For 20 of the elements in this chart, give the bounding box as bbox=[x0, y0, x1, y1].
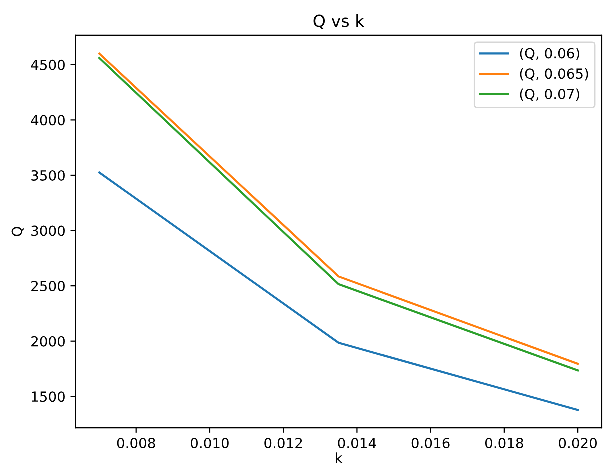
x-tick-label: 0.018 bbox=[485, 438, 524, 449]
x-tick-label: 0.014 bbox=[338, 438, 376, 449]
y-tick-label: 3000 bbox=[32, 226, 65, 236]
x-axis-title: k bbox=[336, 452, 343, 464]
chart-title: Q vs k bbox=[314, 14, 365, 30]
legend-label: (Q, 0.07) bbox=[520, 88, 580, 102]
x-tick-label: 0.020 bbox=[559, 438, 598, 449]
x-tick-label: 0.010 bbox=[191, 438, 229, 449]
legend-label: (Q, 0.06) bbox=[520, 48, 580, 60]
y-tick-label: 2500 bbox=[32, 281, 65, 292]
legend-label: (Q, 0.065) bbox=[520, 68, 588, 81]
y-tick-label: 4500 bbox=[31, 60, 65, 70]
y-axis-title: Q bbox=[12, 227, 24, 236]
y-tick-label: 1500 bbox=[32, 392, 65, 402]
x-tick-label: 0.008 bbox=[117, 438, 156, 449]
x-tick-label: 0.016 bbox=[412, 438, 450, 449]
y-tick-label: 2000 bbox=[32, 336, 65, 347]
y-tick-label: 3500 bbox=[32, 170, 65, 181]
x-tick-label: 0.012 bbox=[264, 438, 302, 449]
y-tick-label: 4000 bbox=[31, 115, 65, 126]
